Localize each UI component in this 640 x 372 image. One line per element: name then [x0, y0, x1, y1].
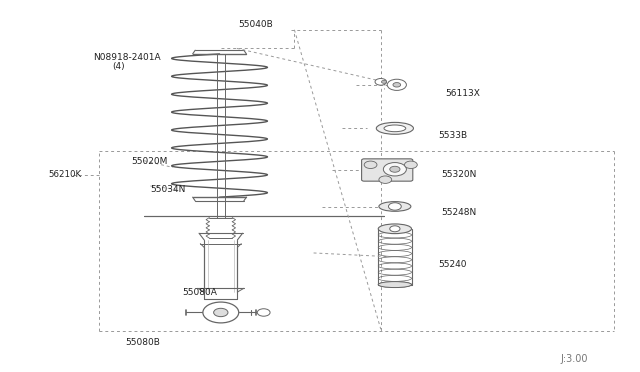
Text: 55034N: 55034N [150, 185, 186, 194]
Circle shape [390, 226, 400, 232]
Text: 55040B: 55040B [239, 20, 273, 29]
Text: 55080B: 55080B [125, 338, 159, 347]
Circle shape [203, 302, 239, 323]
Ellipse shape [378, 282, 412, 288]
Circle shape [383, 163, 406, 176]
Text: 55080A: 55080A [182, 288, 217, 296]
Text: 56210K: 56210K [48, 170, 81, 179]
Ellipse shape [384, 125, 406, 132]
Text: 5533B: 5533B [438, 131, 468, 140]
Text: (4): (4) [112, 62, 125, 71]
Circle shape [393, 83, 401, 87]
FancyBboxPatch shape [362, 159, 413, 181]
Circle shape [381, 80, 387, 83]
Circle shape [388, 203, 401, 210]
Text: 55248N: 55248N [442, 208, 477, 217]
Text: 55020M: 55020M [131, 157, 168, 166]
Text: J:3.00: J:3.00 [560, 354, 588, 364]
Text: 56113X: 56113X [445, 89, 479, 97]
Circle shape [375, 78, 387, 85]
Circle shape [379, 176, 392, 183]
Circle shape [257, 309, 270, 316]
Ellipse shape [378, 224, 412, 234]
Circle shape [390, 166, 400, 172]
Text: 55320N: 55320N [442, 170, 477, 179]
Circle shape [387, 79, 406, 90]
Ellipse shape [376, 122, 413, 134]
Circle shape [364, 161, 377, 169]
Ellipse shape [379, 202, 411, 211]
Circle shape [214, 308, 228, 317]
Text: N08918-2401A: N08918-2401A [93, 53, 161, 62]
Circle shape [404, 161, 417, 169]
Text: 55240: 55240 [438, 260, 467, 269]
